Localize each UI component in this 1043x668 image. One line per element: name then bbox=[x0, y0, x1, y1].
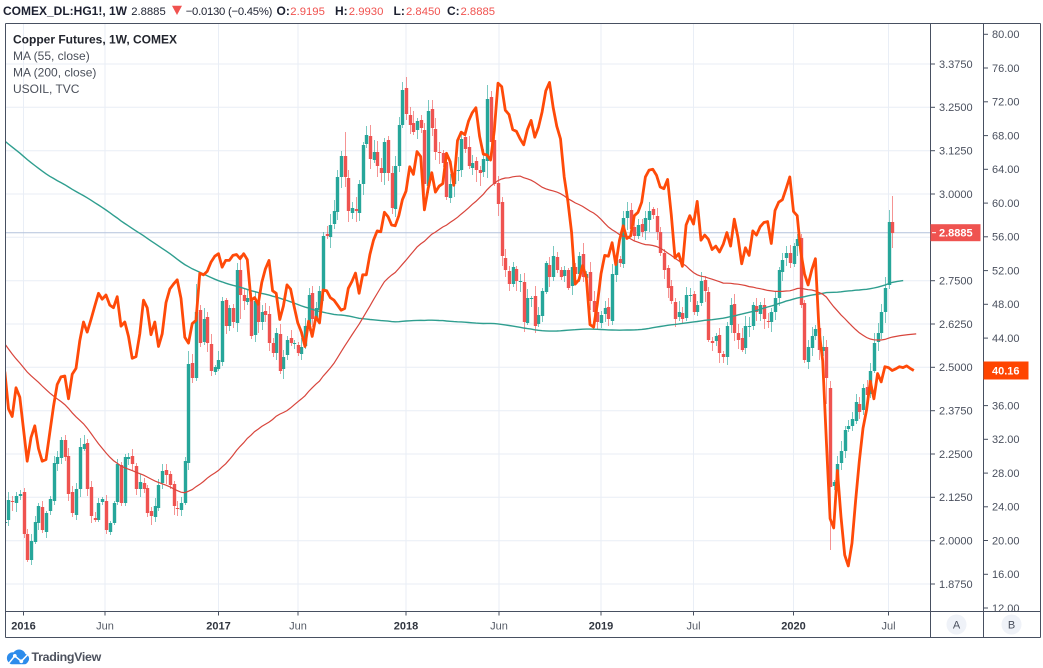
svg-text:60.00: 60.00 bbox=[992, 198, 1020, 210]
svg-text:2.6250: 2.6250 bbox=[939, 319, 973, 331]
svg-text:Jun: Jun bbox=[96, 621, 114, 633]
svg-text:MA (200, close): MA (200, close) bbox=[13, 66, 96, 80]
svg-text:O:: O: bbox=[277, 4, 290, 18]
svg-text:Jun: Jun bbox=[289, 621, 307, 633]
svg-text:3.1250: 3.1250 bbox=[939, 146, 973, 158]
svg-text:36.00: 36.00 bbox=[992, 400, 1020, 412]
svg-text:2019: 2019 bbox=[589, 621, 613, 633]
svg-text:L:: L: bbox=[394, 4, 405, 18]
svg-text:76.00: 76.00 bbox=[992, 63, 1020, 75]
svg-text:80.00: 80.00 bbox=[992, 29, 1020, 41]
svg-text:68.00: 68.00 bbox=[992, 131, 1020, 143]
svg-text:C:: C: bbox=[447, 4, 460, 18]
svg-text:2.3750: 2.3750 bbox=[939, 406, 973, 418]
svg-text:−0.0130 (−0.45%): −0.0130 (−0.45%) bbox=[186, 6, 273, 18]
svg-text:2.1250: 2.1250 bbox=[939, 492, 973, 504]
svg-text:H:: H: bbox=[335, 4, 348, 18]
svg-text:56.00: 56.00 bbox=[992, 232, 1020, 244]
svg-text:Copper Futures, 1W, COMEX: Copper Futures, 1W, COMEX bbox=[13, 33, 177, 47]
svg-text:16.00: 16.00 bbox=[992, 569, 1020, 581]
svg-text:TradingView: TradingView bbox=[32, 650, 102, 664]
svg-text:20.00: 20.00 bbox=[992, 535, 1020, 547]
svg-text:2.0000: 2.0000 bbox=[939, 536, 973, 548]
svg-text:24.00: 24.00 bbox=[992, 502, 1020, 514]
svg-text:3.3750: 3.3750 bbox=[939, 59, 973, 71]
svg-text:2.7500: 2.7500 bbox=[939, 276, 973, 288]
svg-text:USOIL, TVC: USOIL, TVC bbox=[13, 82, 80, 96]
svg-text:2020: 2020 bbox=[781, 621, 805, 633]
svg-text:2017: 2017 bbox=[206, 621, 230, 633]
svg-text:B: B bbox=[1008, 620, 1015, 632]
svg-text:40.16: 40.16 bbox=[992, 366, 1020, 378]
svg-text:MA (55, close): MA (55, close) bbox=[13, 49, 90, 63]
svg-text:48.00: 48.00 bbox=[992, 299, 1020, 311]
svg-text:2.8450: 2.8450 bbox=[406, 6, 441, 18]
svg-text:28.00: 28.00 bbox=[992, 468, 1020, 480]
svg-text:2.5000: 2.5000 bbox=[939, 362, 973, 374]
svg-text:1.8750: 1.8750 bbox=[939, 579, 973, 591]
svg-text:44.00: 44.00 bbox=[992, 333, 1020, 345]
svg-text:A: A bbox=[953, 620, 961, 632]
svg-text:2.2500: 2.2500 bbox=[939, 449, 973, 461]
svg-text:2016: 2016 bbox=[11, 621, 35, 633]
svg-text:3.2500: 3.2500 bbox=[939, 102, 973, 114]
svg-text:32.00: 32.00 bbox=[992, 434, 1020, 446]
svg-text:12.00: 12.00 bbox=[992, 603, 1020, 615]
svg-text:COMEX_DL:HG1!, 1W: COMEX_DL:HG1!, 1W bbox=[3, 4, 128, 18]
svg-text:Jul: Jul bbox=[881, 621, 895, 633]
svg-text:Jul: Jul bbox=[686, 621, 700, 633]
svg-text:3.0000: 3.0000 bbox=[939, 189, 973, 201]
svg-text:64.00: 64.00 bbox=[992, 164, 1020, 176]
svg-text:2.8885: 2.8885 bbox=[939, 228, 973, 240]
svg-text:2.8885: 2.8885 bbox=[131, 6, 166, 18]
svg-text:2.9195: 2.9195 bbox=[290, 6, 325, 18]
svg-text:Jun: Jun bbox=[490, 621, 508, 633]
svg-text:72.00: 72.00 bbox=[992, 97, 1020, 109]
svg-text:2018: 2018 bbox=[394, 621, 418, 633]
svg-text:52.00: 52.00 bbox=[992, 265, 1020, 277]
svg-text:2.9930: 2.9930 bbox=[349, 6, 384, 18]
svg-text:2.8885: 2.8885 bbox=[461, 6, 496, 18]
